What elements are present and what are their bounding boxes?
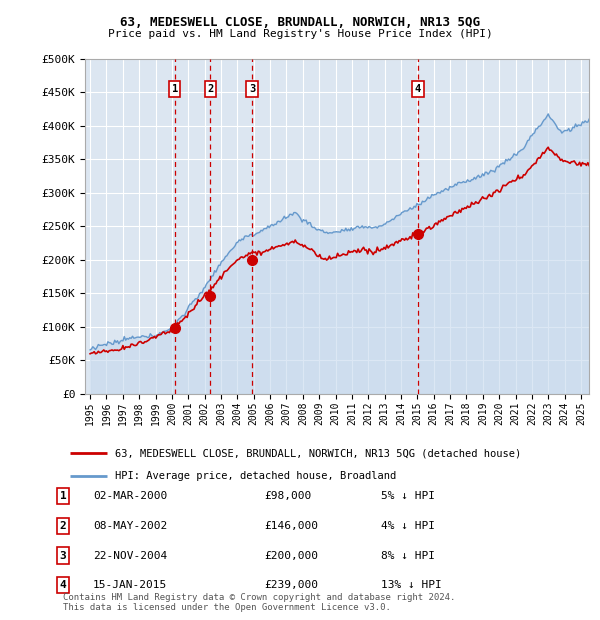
- Text: 22-NOV-2004: 22-NOV-2004: [93, 551, 167, 560]
- Text: HPI: Average price, detached house, Broadland: HPI: Average price, detached house, Broa…: [115, 471, 396, 480]
- Text: 15-JAN-2015: 15-JAN-2015: [93, 580, 167, 590]
- Text: 1: 1: [172, 84, 178, 94]
- Text: £98,000: £98,000: [264, 491, 311, 501]
- Text: 08-MAY-2002: 08-MAY-2002: [93, 521, 167, 531]
- Text: 5% ↓ HPI: 5% ↓ HPI: [381, 491, 435, 501]
- Text: 63, MEDESWELL CLOSE, BRUNDALL, NORWICH, NR13 5QG: 63, MEDESWELL CLOSE, BRUNDALL, NORWICH, …: [120, 16, 480, 29]
- Text: 4% ↓ HPI: 4% ↓ HPI: [381, 521, 435, 531]
- Text: 4: 4: [415, 84, 421, 94]
- Text: 3: 3: [249, 84, 255, 94]
- Text: 2: 2: [207, 84, 214, 94]
- Text: 13% ↓ HPI: 13% ↓ HPI: [381, 580, 442, 590]
- Text: 1: 1: [59, 491, 67, 501]
- Text: £200,000: £200,000: [264, 551, 318, 560]
- Text: Price paid vs. HM Land Registry's House Price Index (HPI): Price paid vs. HM Land Registry's House …: [107, 29, 493, 39]
- Text: 02-MAR-2000: 02-MAR-2000: [93, 491, 167, 501]
- Text: 2: 2: [59, 521, 67, 531]
- Text: 4: 4: [59, 580, 67, 590]
- Text: 3: 3: [59, 551, 67, 560]
- Text: 8% ↓ HPI: 8% ↓ HPI: [381, 551, 435, 560]
- Text: £146,000: £146,000: [264, 521, 318, 531]
- Text: £239,000: £239,000: [264, 580, 318, 590]
- Text: Contains HM Land Registry data © Crown copyright and database right 2024.
This d: Contains HM Land Registry data © Crown c…: [63, 593, 455, 612]
- Text: 63, MEDESWELL CLOSE, BRUNDALL, NORWICH, NR13 5QG (detached house): 63, MEDESWELL CLOSE, BRUNDALL, NORWICH, …: [115, 448, 521, 458]
